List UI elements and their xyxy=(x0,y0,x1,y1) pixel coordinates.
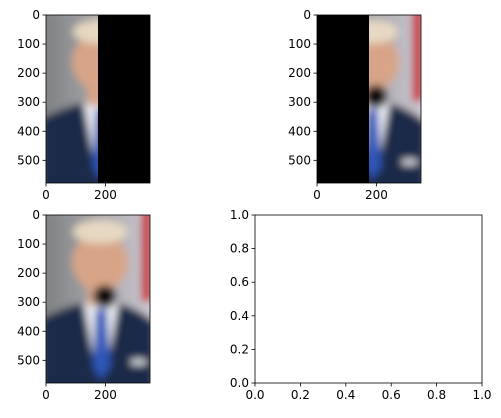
axes-3: 0 200 0 100 200 300 400 500 xyxy=(17,208,151,402)
y-tick-label: 100 xyxy=(17,37,40,51)
y-tick-label: 200 xyxy=(17,66,40,80)
axes-frame xyxy=(316,14,422,184)
x-tick-label: 0 xyxy=(42,188,50,202)
y-tick-label: 500 xyxy=(288,153,311,167)
y-tick-label: 300 xyxy=(17,95,40,109)
plot-area xyxy=(255,215,482,383)
y-tick-label: 500 xyxy=(17,153,40,167)
y-tick-label: 200 xyxy=(288,66,311,80)
axes-frame xyxy=(45,14,151,184)
image-3 xyxy=(46,215,150,383)
x-tick-label: 0.2 xyxy=(291,388,310,402)
x-tick-label: 0.6 xyxy=(382,388,401,402)
y-tick-label: 0.6 xyxy=(230,275,249,289)
x-tick-label: 200 xyxy=(94,188,117,202)
y-tick-label: 0.2 xyxy=(230,342,249,356)
mask-region xyxy=(98,15,150,183)
mask-region xyxy=(317,15,369,183)
y-tick-label: 0 xyxy=(303,8,311,22)
axes-frame xyxy=(254,214,483,384)
x-tick-label: 0.8 xyxy=(427,388,446,402)
image-1 xyxy=(46,15,150,183)
y-tick-label: 0.0 xyxy=(230,376,249,390)
y-tick-label: 100 xyxy=(288,37,311,51)
x-tick-label: 0.0 xyxy=(245,388,264,402)
axes-1: 0 200 0 100 200 300 400 500 xyxy=(17,8,151,202)
axes-2: 0 200 0 100 200 300 400 500 xyxy=(288,8,422,202)
y-tick-label: 500 xyxy=(17,353,40,367)
x-tick-label: 0 xyxy=(313,188,321,202)
image-2 xyxy=(317,15,421,183)
x-tick-label: 1.0 xyxy=(472,388,491,402)
y-tick-label: 0 xyxy=(32,8,40,22)
y-tick-label: 0.4 xyxy=(230,309,249,323)
y-tick-label: 200 xyxy=(17,266,40,280)
y-tick-label: 0 xyxy=(32,208,40,222)
axes-4: 0.0 0.2 0.4 0.6 0.8 1.0 0.0 0.2 0.4 0.6 0.8 1.0 xyxy=(230,208,492,402)
y-tick-label: 400 xyxy=(17,324,40,338)
x-tick-label: 0.4 xyxy=(336,388,355,402)
x-tick-label: 0 xyxy=(42,388,50,402)
y-tick-label: 400 xyxy=(17,124,40,138)
y-tick-label: 400 xyxy=(288,124,311,138)
x-tick-label: 200 xyxy=(365,188,388,202)
y-tick-label: 1.0 xyxy=(230,208,249,222)
y-tick-label: 300 xyxy=(17,295,40,309)
y-tick-label: 0.8 xyxy=(230,242,249,256)
y-tick-label: 100 xyxy=(17,237,40,251)
y-tick-label: 300 xyxy=(288,95,311,109)
axes-frame xyxy=(45,214,151,384)
x-tick-label: 200 xyxy=(94,388,117,402)
